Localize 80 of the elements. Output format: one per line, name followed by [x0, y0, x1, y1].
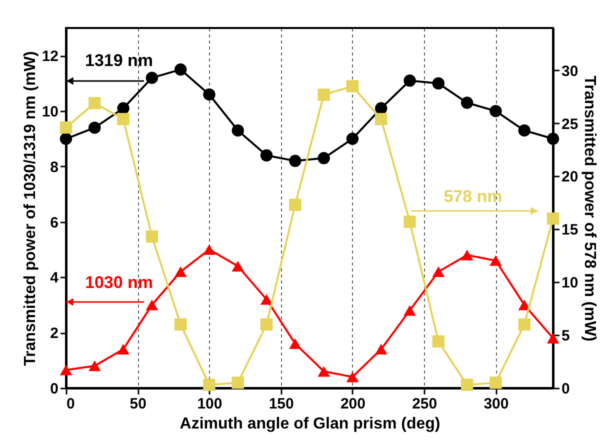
- y-tick-label: 8: [50, 158, 58, 176]
- x-tick-label: 50: [130, 396, 146, 412]
- point: [146, 230, 158, 243]
- point: [260, 318, 273, 331]
- point: [60, 364, 72, 376]
- point: [88, 97, 101, 110]
- point: [117, 102, 130, 114]
- point: [546, 332, 560, 344]
- point: [60, 132, 72, 145]
- point: [490, 255, 502, 266]
- point: [260, 149, 273, 162]
- point: [174, 318, 187, 331]
- series-label: 1319 nm: [84, 51, 154, 70]
- x-tick-label: 300: [484, 396, 509, 412]
- point: [346, 372, 359, 382]
- point: [404, 74, 416, 87]
- x-tick-label: 100: [197, 396, 222, 412]
- point: [117, 112, 130, 126]
- x-tick-label: 0: [66, 396, 75, 412]
- point: [404, 216, 416, 228]
- point: [374, 344, 388, 355]
- point: [460, 378, 474, 391]
- y-axis-title: Transmitted power of 1030/1319 nm (mW): [22, 51, 39, 366]
- point: [203, 88, 216, 101]
- y2-tick-label: 0: [562, 380, 570, 398]
- x-tick-label: 200: [340, 396, 366, 412]
- point: [518, 124, 530, 137]
- point: [88, 122, 101, 134]
- y-tick-label: 10: [42, 104, 58, 121]
- point: [318, 366, 330, 377]
- point: [146, 72, 158, 84]
- y-tick-label: 12: [42, 48, 58, 66]
- point: [60, 121, 72, 134]
- point: [318, 88, 330, 101]
- series-label: 578 nm: [444, 187, 502, 206]
- y-tick-label: 4: [50, 270, 60, 287]
- point: [404, 305, 416, 316]
- y2-tick-label: 20: [562, 168, 578, 186]
- point: [374, 102, 388, 114]
- point: [490, 104, 502, 118]
- y-tick-label: 0: [50, 380, 58, 398]
- y-tick-label: 6: [50, 214, 58, 232]
- point: [490, 376, 502, 389]
- point: [346, 80, 359, 92]
- point: [346, 132, 359, 145]
- point: [232, 376, 244, 389]
- point: [432, 77, 445, 90]
- x-axis-title: Azimuth angle of Glan prism (deg): [180, 416, 440, 432]
- y2-tick-label: 5: [562, 328, 570, 345]
- point: [432, 335, 445, 348]
- point: [318, 152, 330, 164]
- point: [146, 300, 158, 310]
- point: [460, 250, 474, 260]
- point: [289, 198, 302, 211]
- series-label: 1030 nm: [84, 273, 154, 292]
- point: [432, 266, 445, 277]
- point: [117, 344, 130, 355]
- point: [232, 124, 244, 137]
- x-tick-label: 150: [268, 396, 294, 412]
- point: [289, 338, 302, 349]
- point: [374, 112, 388, 126]
- y-tick-label: 2: [50, 325, 58, 342]
- point: [546, 132, 560, 145]
- y2-tick-label: 10: [562, 274, 578, 292]
- point: [174, 63, 187, 76]
- point: [203, 378, 216, 391]
- y2-tick-label: 30: [562, 62, 578, 80]
- x-tick-label: 250: [412, 396, 438, 412]
- y2-tick-label: 15: [562, 222, 578, 239]
- point: [518, 318, 530, 331]
- point: [203, 244, 216, 255]
- point: [88, 360, 101, 372]
- y2-axis-title: Transmitted power of 578 nm (mW): [581, 76, 598, 342]
- point: [546, 212, 560, 225]
- y2-tick-label: 25: [562, 116, 578, 133]
- point: [460, 96, 474, 109]
- point: [174, 266, 187, 277]
- point: [260, 294, 273, 305]
- point: [232, 260, 244, 272]
- point: [289, 154, 302, 168]
